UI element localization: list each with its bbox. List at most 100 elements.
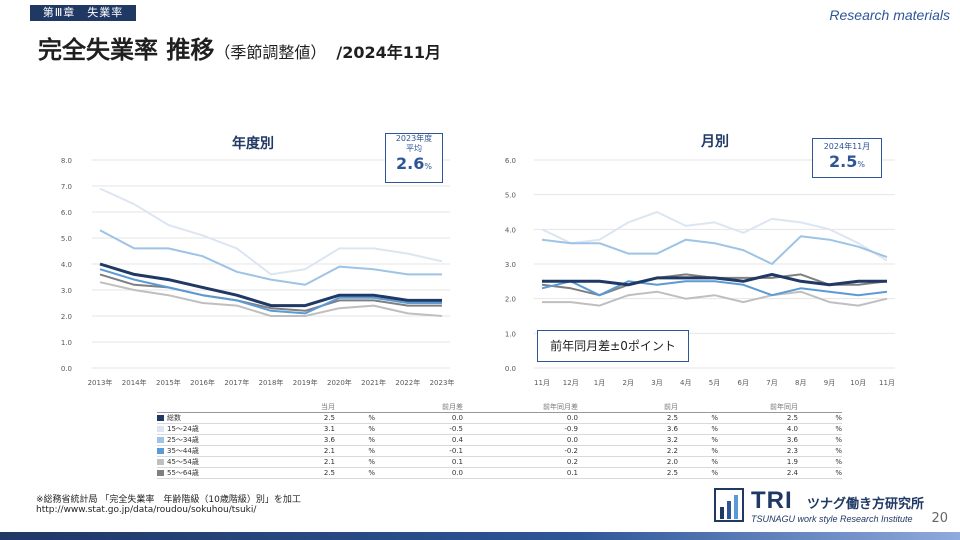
series-line-total [99,262,442,308]
x-tick-label: 2022年 [395,378,420,387]
series-line-age-25-34 [541,235,888,265]
table-cell: % [711,458,718,466]
table-cell: 4.0 [786,425,798,433]
table-cell: 3.1 [323,425,335,433]
table-cell: 0.1 [451,458,463,466]
table-cell: -0.9 [564,425,578,433]
table-cell: 2.3 [786,447,798,455]
legend-swatch [157,448,164,454]
table-cell: 2.1 [323,447,335,455]
y-tick-label: 1.0 [505,330,516,338]
legend-swatch [157,437,164,443]
table-cell: % [368,458,375,466]
table-cell: 1.9 [786,458,798,466]
table-cell: 2.0 [666,458,678,466]
y-tick-label: 0.0 [61,365,72,373]
table-cell: 2.5 [786,414,798,422]
table-cell: 0.0 [566,414,578,422]
table-cell: 0.0 [451,469,463,477]
x-tick-label: 2015年 [156,378,181,387]
row-label: 15～24歳 [167,425,199,433]
table-cell: % [835,447,842,455]
annual-box-value: 2.6 [396,154,425,173]
x-tick-label: 2018年 [259,378,284,387]
y-tick-label: 5.0 [505,192,516,200]
x-tick-label: 2013年 [88,378,113,387]
table-cell: -0.1 [449,447,463,455]
x-tick-label: 2月 [623,379,634,387]
table-cell: 3.6 [786,436,798,444]
table-cell: % [368,414,375,422]
row-label: 総数 [167,414,181,422]
y-tick-label: 2.0 [505,296,516,304]
table-cell: 2.2 [666,447,678,455]
series-line-age-45-54 [99,281,443,317]
series-line-age-45-54 [542,290,888,307]
x-tick-label: 8月 [795,379,806,387]
table-cell: 2.5 [323,469,335,477]
table-cell: -0.5 [449,425,463,433]
table-cell: 2.5 [323,414,335,422]
row-label-cell: 25～34歳 [157,435,287,446]
x-tick-label: 2021年 [361,378,386,387]
series-line-age-15-24 [99,187,443,276]
research-materials-label: Research materials [829,7,950,23]
monthly-box-unit: % [857,160,865,169]
x-tick-label: 2020年 [327,378,352,387]
legend-swatch [157,470,164,476]
row-label: 55～64歳 [167,469,199,477]
row-label-cell: 15～24歳 [157,424,287,435]
tri-logo: TRI ツナグ働き方研究所 TSUNAGU work style Researc… [712,487,924,527]
table-cell: % [835,425,842,433]
table-header-cell [678,402,718,413]
legend-swatch [157,415,164,421]
table-cell: % [368,469,375,477]
table-header-cell [798,402,842,413]
series-line-age-35-44 [99,268,442,315]
y-tick-label: 4.0 [61,261,72,269]
table-cell: % [835,436,842,444]
annual-box-unit: % [424,162,432,171]
chart-title: 月別 [700,134,729,150]
source-url: http://www.stat.go.jp/data/roudou/sokuho… [36,505,257,515]
y-tick-label: 3.0 [505,261,516,269]
logo-tri-text: TRI [751,487,793,514]
chapter-label: 第Ⅲ章 失業率 [30,5,136,21]
x-tick-label: 4月 [680,379,691,387]
table-row: 総数 2.5% 0.0 0.0 2.5% 2.5% [157,413,842,424]
row-label-cell: 総数 [157,413,287,424]
table-cell: % [835,469,842,477]
table-header-cell: 前年同月差 [543,403,578,411]
x-tick-label: 1月 [594,379,605,387]
table-header-cell: 前月 [664,403,678,411]
table-header-cell: 前月差 [442,403,463,411]
x-tick-label: 6月 [738,379,749,387]
monthly-box-value: 2.5 [829,152,858,171]
series-line-age-15-24 [541,211,888,262]
series-line-total [542,272,887,287]
chart-title: 年度別 [232,135,274,152]
legend-swatch [157,459,164,465]
y-tick-label: 4.0 [505,226,516,234]
page-title: 完全失業率 推移（季節調整値） /2024年11月 [38,30,441,65]
row-label-cell: 35～44歳 [157,446,287,457]
table-cell: 3.6 [323,436,335,444]
title-sub: （季節調整値） [214,43,327,62]
table-cell: % [711,414,718,422]
x-tick-label: 10月 [850,379,866,387]
table-cell: 0.4 [451,436,463,444]
series-line-age-25-34 [99,229,442,286]
table-cell: % [711,469,718,477]
monthly-latest-box: 2024年11月 2.5% [812,138,882,178]
source-note: ※総務省統計局 「完全失業率 年齢階級（10歳階級）別」を加工 [36,495,301,505]
row-label: 25～34歳 [167,436,199,444]
table-row: 45～54歳 2.1% 0.1 0.2 2.0% 1.9% [157,457,842,468]
table-row: 35～44歳 2.1% -0.1 -0.2 2.2% 2.3% [157,446,842,457]
title-main: 完全失業率 推移 [38,36,215,64]
x-tick-label: 9月 [824,379,835,387]
annual-average-box: 2023年度 平均 2.6% [385,133,443,183]
row-label-cell: 55～64歳 [157,468,287,479]
table-row: 15～24歳 3.1% -0.5 -0.9 3.6% 4.0% [157,424,842,435]
y-tick-label: 8.0 [61,157,72,165]
x-tick-label: 12月 [563,379,579,387]
